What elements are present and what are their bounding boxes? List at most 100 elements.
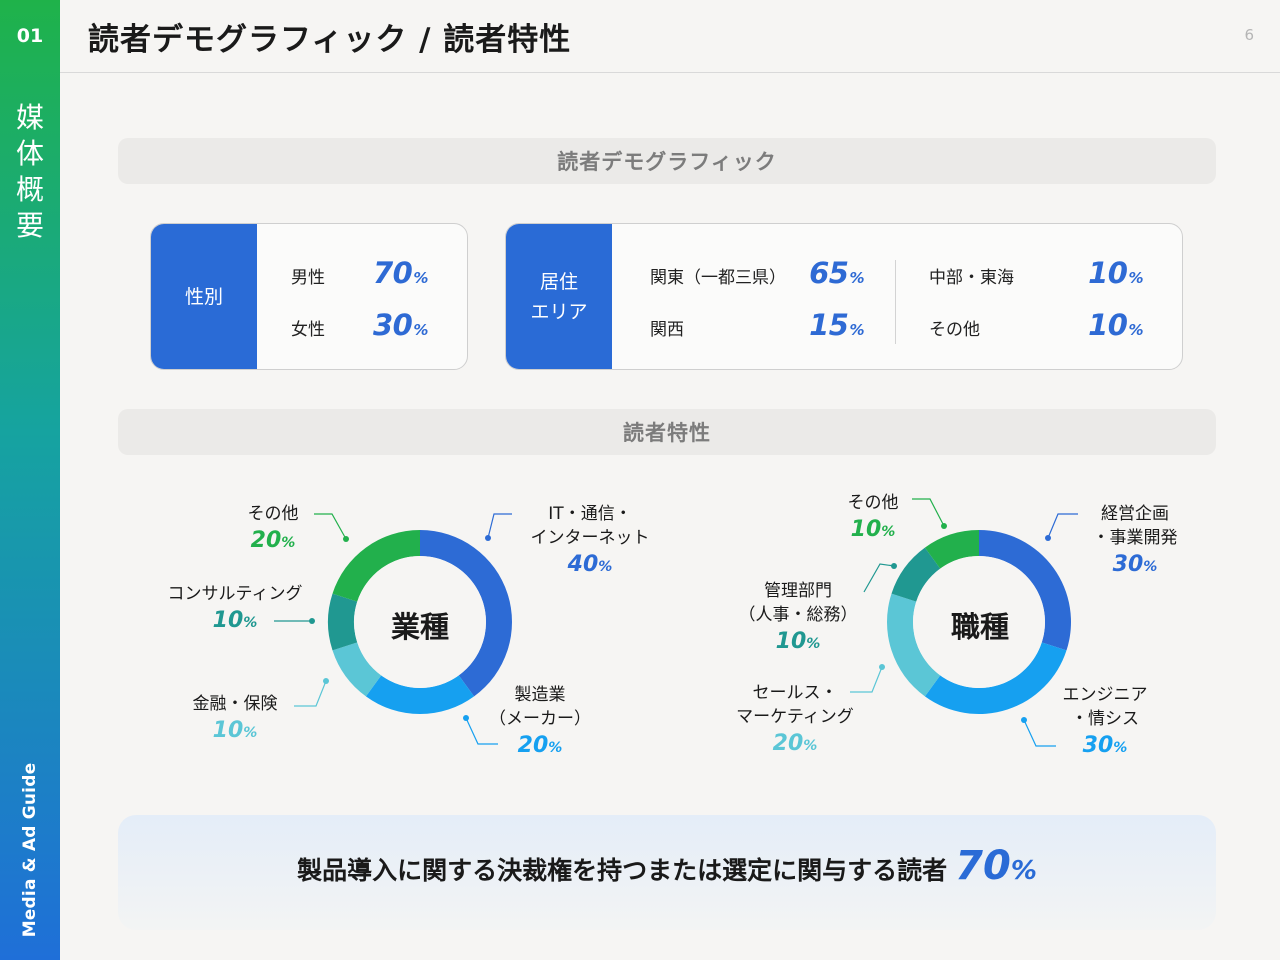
chart-label: その他 20% [228,502,318,558]
label-value: 10% [212,718,258,743]
donut-hole [913,556,1045,688]
page-number: 6 [1244,26,1254,44]
row-label: 関西 [650,320,684,340]
left-rail: 01 媒 体 概 要 Media & Ad Guide [0,0,60,960]
label-value: 20% [772,731,818,756]
label-line: IT・通信・ [548,504,632,524]
label-line: その他 [247,504,299,524]
chart-label: 金融・保険 10% [175,692,295,748]
category-char: 媒 [15,101,44,134]
label-line: エンジニア [1062,685,1148,705]
characteristics-header: 読者特性 [118,409,1216,455]
donut-slice [891,547,941,602]
industry-chart-title: 業種 [390,610,449,644]
section-number: 01 [16,25,44,47]
label-value: 40% [567,552,613,577]
gender-card: 性別 男性 70% 女性 30% [150,223,468,370]
gender-row-male: 男性 70% [291,256,428,290]
chart-label: エンジニア ・情シス 30% [1045,683,1165,763]
category-char: 要 [15,209,44,242]
leader-dot [309,618,315,624]
chart-label: コンサルティング 10% [150,582,320,638]
row-label: 中部・東海 [929,268,1014,288]
leader-line [863,563,895,593]
page-title: 読者デモグラフィック / 読者特性 [88,22,572,58]
row-value: 15% [809,308,864,342]
decision-maker-banner: 製品導入に関する決裁権を持つまたは選定に関与する読者 70% [118,815,1216,930]
label-line: 製造業 [514,685,566,705]
category-char: 概 [15,173,44,206]
leader-line [850,666,883,693]
leader-dot [879,664,885,670]
leader-line [314,513,347,540]
residence-row: 関西 15% [650,308,864,342]
label-line: 管理部門 [764,581,832,601]
row-label: 関東（一都三県） [650,268,786,288]
gender-label: 性別 [151,224,257,369]
divider [895,260,896,344]
label-line: （メーカー） [489,709,591,729]
donut-slice [332,642,382,697]
chart-label: 製造業 （メーカー） 20% [470,683,610,763]
label-value: 20% [250,528,296,553]
banner-value: 70% [955,843,1037,889]
leader-dot [1021,717,1027,723]
row-value: 70% [373,256,428,290]
row-value: 10% [1088,256,1143,290]
chart-label: 管理部門 （人事・総務） 10% [728,579,868,659]
donut-slice [924,530,979,569]
label-value: 10% [775,629,821,654]
donut-slice [332,530,420,602]
banner-text: 製品導入に関する決裁権を持つまたは選定に関与する読者 70% [118,843,1216,889]
leader-line [465,717,498,745]
chart-label: IT・通信・ インターネット 40% [500,502,680,582]
occupation-chart-title: 職種 [950,610,1009,644]
label-value: 10% [850,517,896,542]
leader-dot [1045,535,1051,541]
leader-line [294,680,327,707]
label-line: マーケティング [736,707,854,727]
residence-label-line: 居住 [539,270,578,293]
row-value: 10% [1088,308,1143,342]
label-line: セールス・ [752,683,838,703]
residence-label-line: エリア [530,300,588,323]
label-value: 30% [1112,552,1158,577]
donut-slice [328,593,358,651]
label-value: 20% [517,733,563,758]
row-label: 女性 [291,320,325,340]
leader-dot [485,535,491,541]
label-line: 金融・保険 [192,694,278,714]
category-label: 媒 体 概 要 [0,100,60,244]
leader-dot [891,563,897,569]
row-label: その他 [929,320,980,340]
gender-row-female: 女性 30% [291,308,428,342]
residence-row: その他 10% [929,308,1143,342]
leader-line [487,513,512,539]
label-line: コンサルティング [167,584,303,604]
label-line: 経営企画 [1101,504,1169,524]
row-label: 男性 [291,268,325,288]
leader-line [1047,513,1078,539]
label-value: 30% [1082,733,1128,758]
donut-slice [420,530,512,697]
leader-line [912,498,945,527]
donut-hole [354,556,486,688]
donut-slice [365,675,475,714]
label-line: ・事業開発 [1092,528,1178,548]
label-line: インターネット [530,528,650,548]
label-value: 10% [212,608,258,633]
label-line: ・情シス [1071,709,1139,729]
chart-label: セールス・ マーケティング 20% [715,681,875,761]
row-value: 65% [809,256,864,290]
chart-label: 経営企画 ・事業開発 30% [1075,502,1195,582]
leader-dot [463,715,469,721]
residence-row: 中部・東海 10% [929,256,1143,290]
chart-label: その他 10% [830,491,916,547]
donut-slice [887,593,941,697]
label-line: （人事・総務） [738,605,858,625]
demographics-header: 読者デモグラフィック [118,138,1216,184]
leader-dot [941,523,947,529]
page-header: 読者デモグラフィック / 読者特性 6 [60,0,1280,73]
leader-dot [343,536,349,542]
residence-card: 居住 エリア 関東（一都三県） 65% 関西 15% 中部・東海 10% その他… [505,223,1183,370]
